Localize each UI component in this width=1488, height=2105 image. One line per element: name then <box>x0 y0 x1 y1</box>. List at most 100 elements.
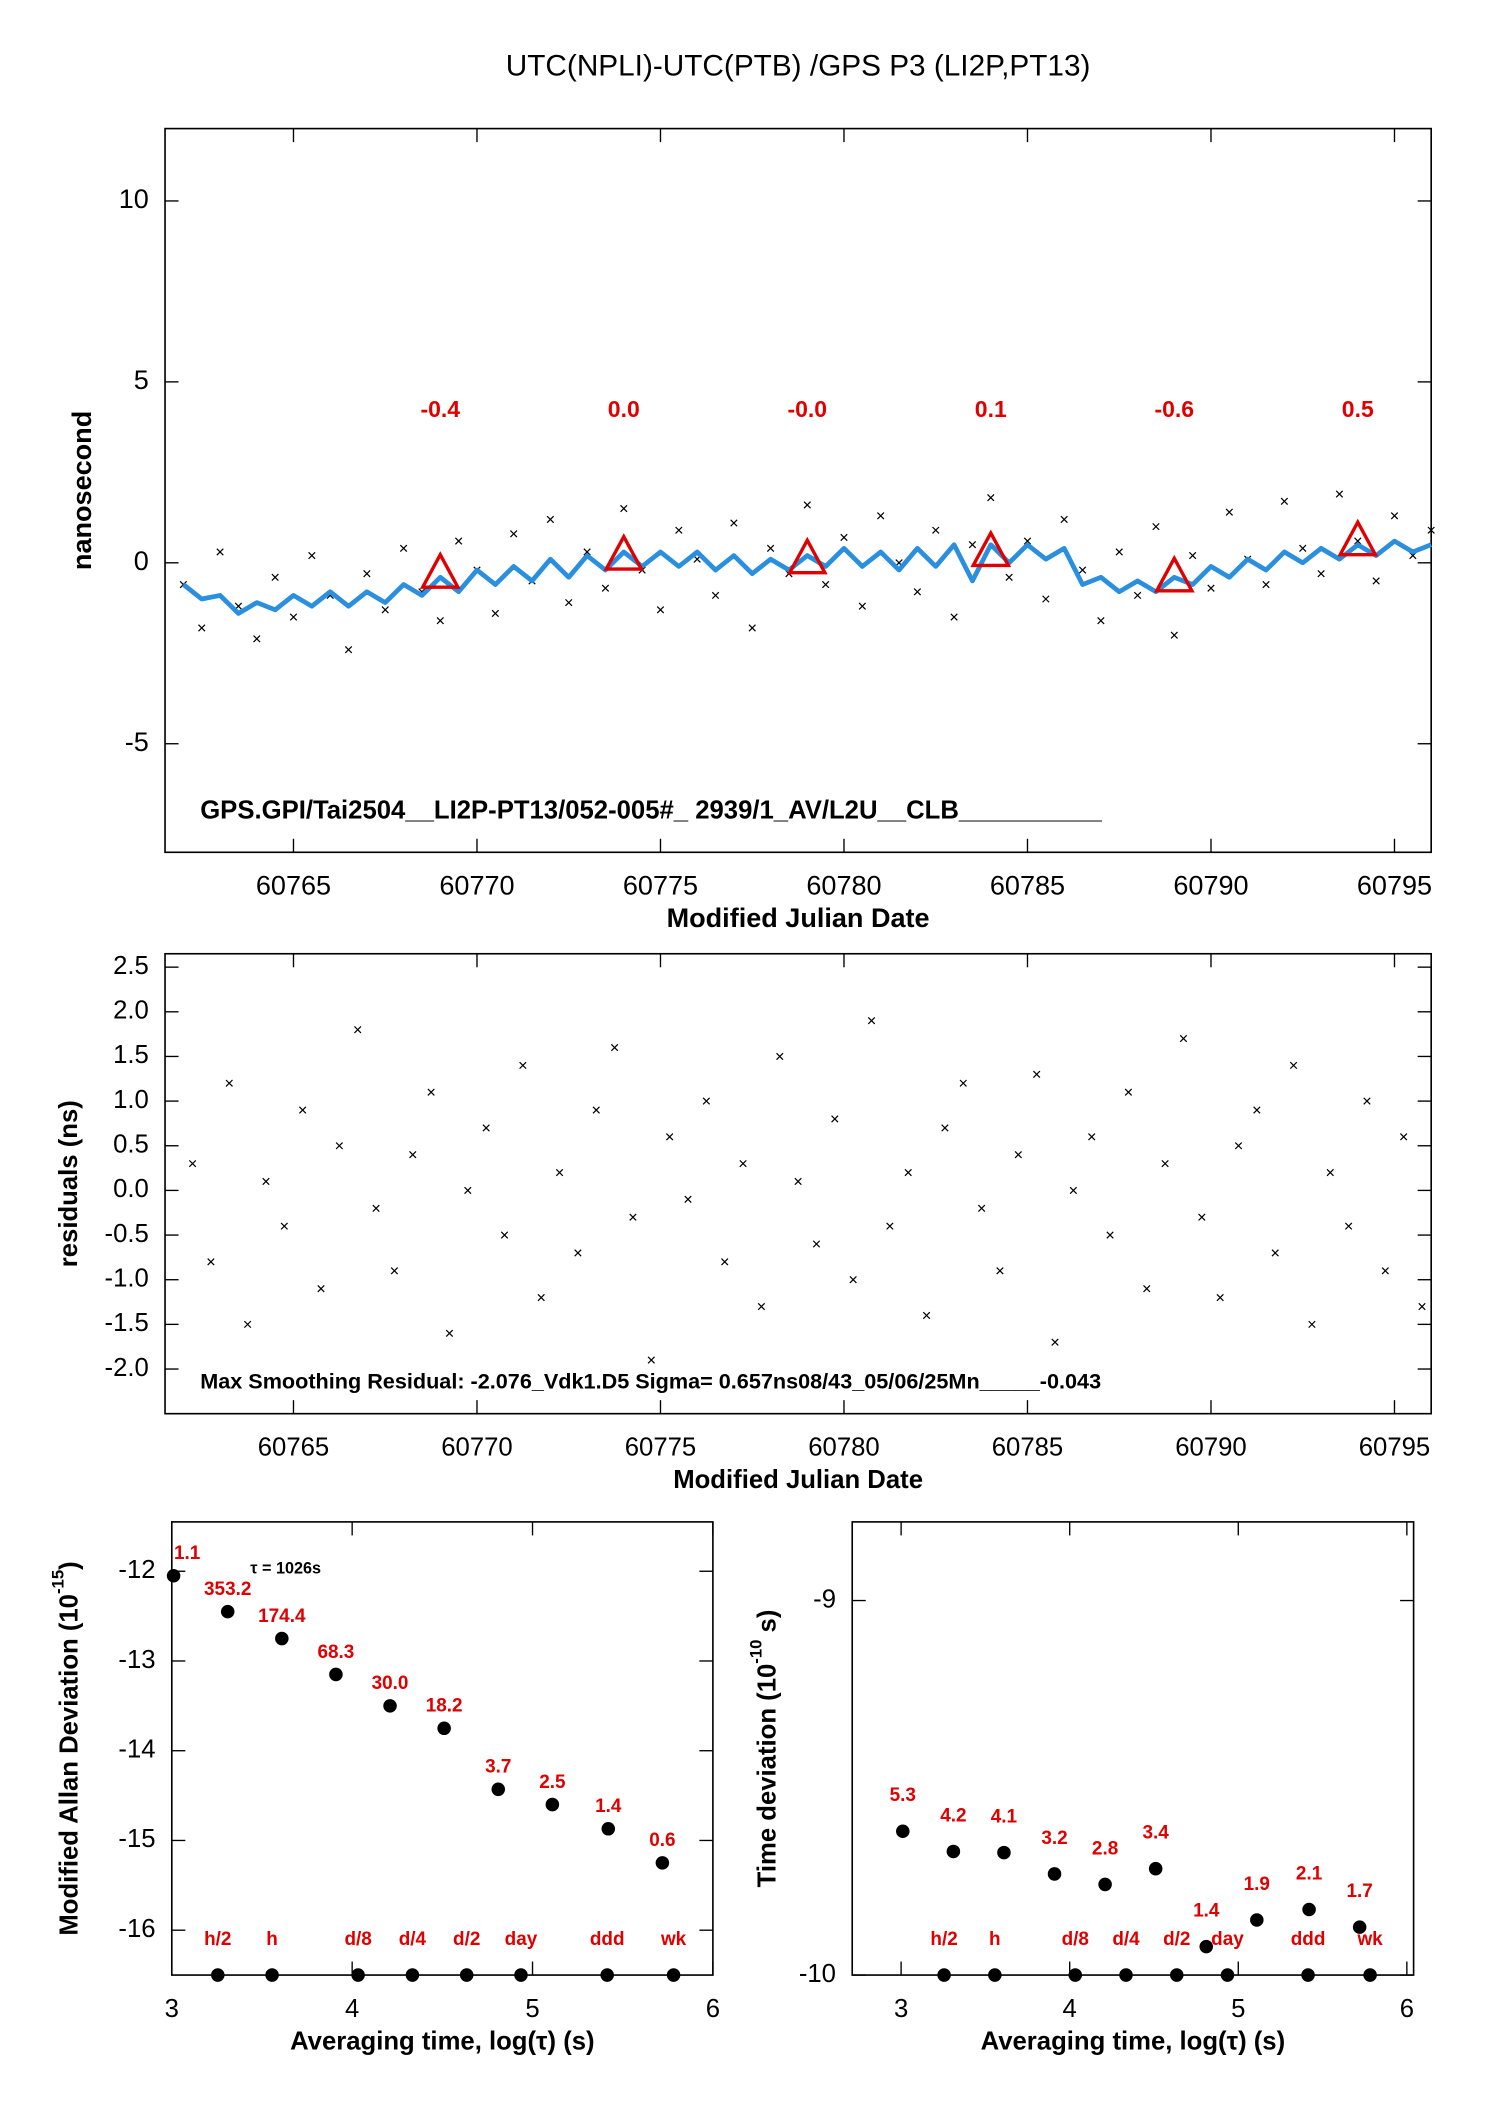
data-point <box>574 1249 582 1257</box>
data-point <box>959 1079 967 1087</box>
y-tick-label: -9 <box>813 1585 836 1613</box>
data-point <box>409 1151 417 1159</box>
data-point <box>655 1856 670 1870</box>
data-point <box>592 1106 600 1114</box>
point-label: -0.0 <box>787 396 827 422</box>
y-axis-label-tail: ) <box>55 1561 83 1570</box>
data-point <box>1115 548 1123 556</box>
plot-frame <box>164 952 1432 1415</box>
triangle-marker <box>1337 518 1379 557</box>
y-tick-label: 0 <box>134 546 149 576</box>
data-point <box>1399 1133 1408 1141</box>
y-tick-label: -14 <box>118 1736 155 1764</box>
point-label: 3.7 <box>485 1757 511 1778</box>
data-point <box>1381 1267 1389 1275</box>
data-point <box>748 624 756 632</box>
point-label: day <box>1211 1929 1244 1950</box>
data-point <box>629 1213 637 1221</box>
data-point <box>766 544 775 553</box>
x-axis-label: Modified Julian Date <box>673 1466 923 1494</box>
y-axis-label: Time deviation (10-10 s) <box>747 1610 781 1888</box>
x-tick-label: 3 <box>894 1995 908 2023</box>
data-point <box>243 1320 252 1329</box>
data-point <box>950 613 958 621</box>
point-label: -0.6 <box>1154 396 1194 422</box>
data-point <box>1390 512 1399 520</box>
data-point <box>1161 1159 1169 1168</box>
y-tick-label: 2.0 <box>113 997 149 1025</box>
x-tick-label: 60770 <box>441 1434 512 1462</box>
data-point <box>1119 1968 1133 1982</box>
data-point <box>427 1088 435 1096</box>
data-point <box>253 635 261 643</box>
data-point <box>1225 508 1234 516</box>
point-label: 1.9 <box>1244 1874 1270 1895</box>
x-tick-label: 60780 <box>806 871 881 901</box>
point-label: 30.0 <box>372 1673 409 1694</box>
data-point <box>583 548 591 556</box>
data-point <box>1363 1097 1371 1105</box>
data-point <box>1014 1151 1022 1159</box>
data-point <box>344 645 353 654</box>
data-point <box>225 1079 233 1087</box>
data-point <box>867 1017 876 1025</box>
point-label: h/2 <box>204 1929 231 1950</box>
data-point <box>1143 1284 1151 1293</box>
data-point <box>831 1115 839 1123</box>
x-axis-label: Averaging time, log(τ) (s) <box>290 2027 595 2055</box>
data-point <box>519 1061 527 1070</box>
data-point <box>840 533 848 542</box>
x-tick-label: 60770 <box>439 871 514 901</box>
data-point <box>1152 522 1160 531</box>
data-point <box>987 494 995 502</box>
data-point <box>932 526 940 534</box>
data-point <box>317 1284 325 1293</box>
plot-frame <box>851 1521 1415 1976</box>
y-tick-label: -12 <box>118 1556 155 1584</box>
data-point <box>1363 1968 1377 1982</box>
data-point <box>372 1204 380 1212</box>
data-point <box>464 1186 472 1195</box>
data-point <box>821 580 830 589</box>
data-point <box>1271 1249 1279 1257</box>
data-point <box>1308 1320 1316 1329</box>
data-point <box>1148 1861 1163 1876</box>
data-point <box>702 1097 711 1105</box>
data-point <box>166 1568 181 1583</box>
data-point <box>482 1124 490 1132</box>
plot-frame <box>170 1521 714 1976</box>
x-tick-label: 5 <box>525 1995 539 2023</box>
data-point <box>271 573 279 581</box>
data-point <box>666 1968 681 1982</box>
data-point <box>1060 515 1068 524</box>
point-label: d/4 <box>1112 1929 1140 1950</box>
y-tick-label: 0.0 <box>113 1175 149 1203</box>
smoothed-line <box>181 538 1433 616</box>
point-label: d/4 <box>399 1929 427 1950</box>
data-point <box>665 1133 674 1141</box>
data-point <box>298 1106 307 1114</box>
x-tick-label: 60790 <box>1175 1434 1246 1462</box>
y-axis-label-text: Modified Allan Deviation (10 <box>55 1594 83 1936</box>
data-point <box>1042 595 1050 603</box>
data-point <box>335 1142 344 1150</box>
data-point <box>220 1604 235 1619</box>
y-tick-label: 2.5 <box>113 952 149 980</box>
data-point <box>996 1267 1004 1275</box>
y-tick-label: 10 <box>119 184 149 214</box>
point-label: 0.5 <box>1342 396 1374 422</box>
data-point <box>776 1052 784 1061</box>
data-point <box>1427 526 1435 534</box>
data-point <box>354 1025 362 1034</box>
data-point <box>1250 1913 1264 1927</box>
data-point <box>1133 591 1142 600</box>
x-tick-label: 60765 <box>256 871 331 901</box>
data-point <box>1317 569 1325 578</box>
x-tick-label: 4 <box>345 1995 359 2023</box>
point-label: 353.2 <box>204 1579 251 1600</box>
data-point <box>1262 580 1270 589</box>
data-point <box>1023 537 1032 545</box>
data-point <box>1418 1302 1426 1311</box>
x-tick-label: 60775 <box>625 1434 696 1462</box>
